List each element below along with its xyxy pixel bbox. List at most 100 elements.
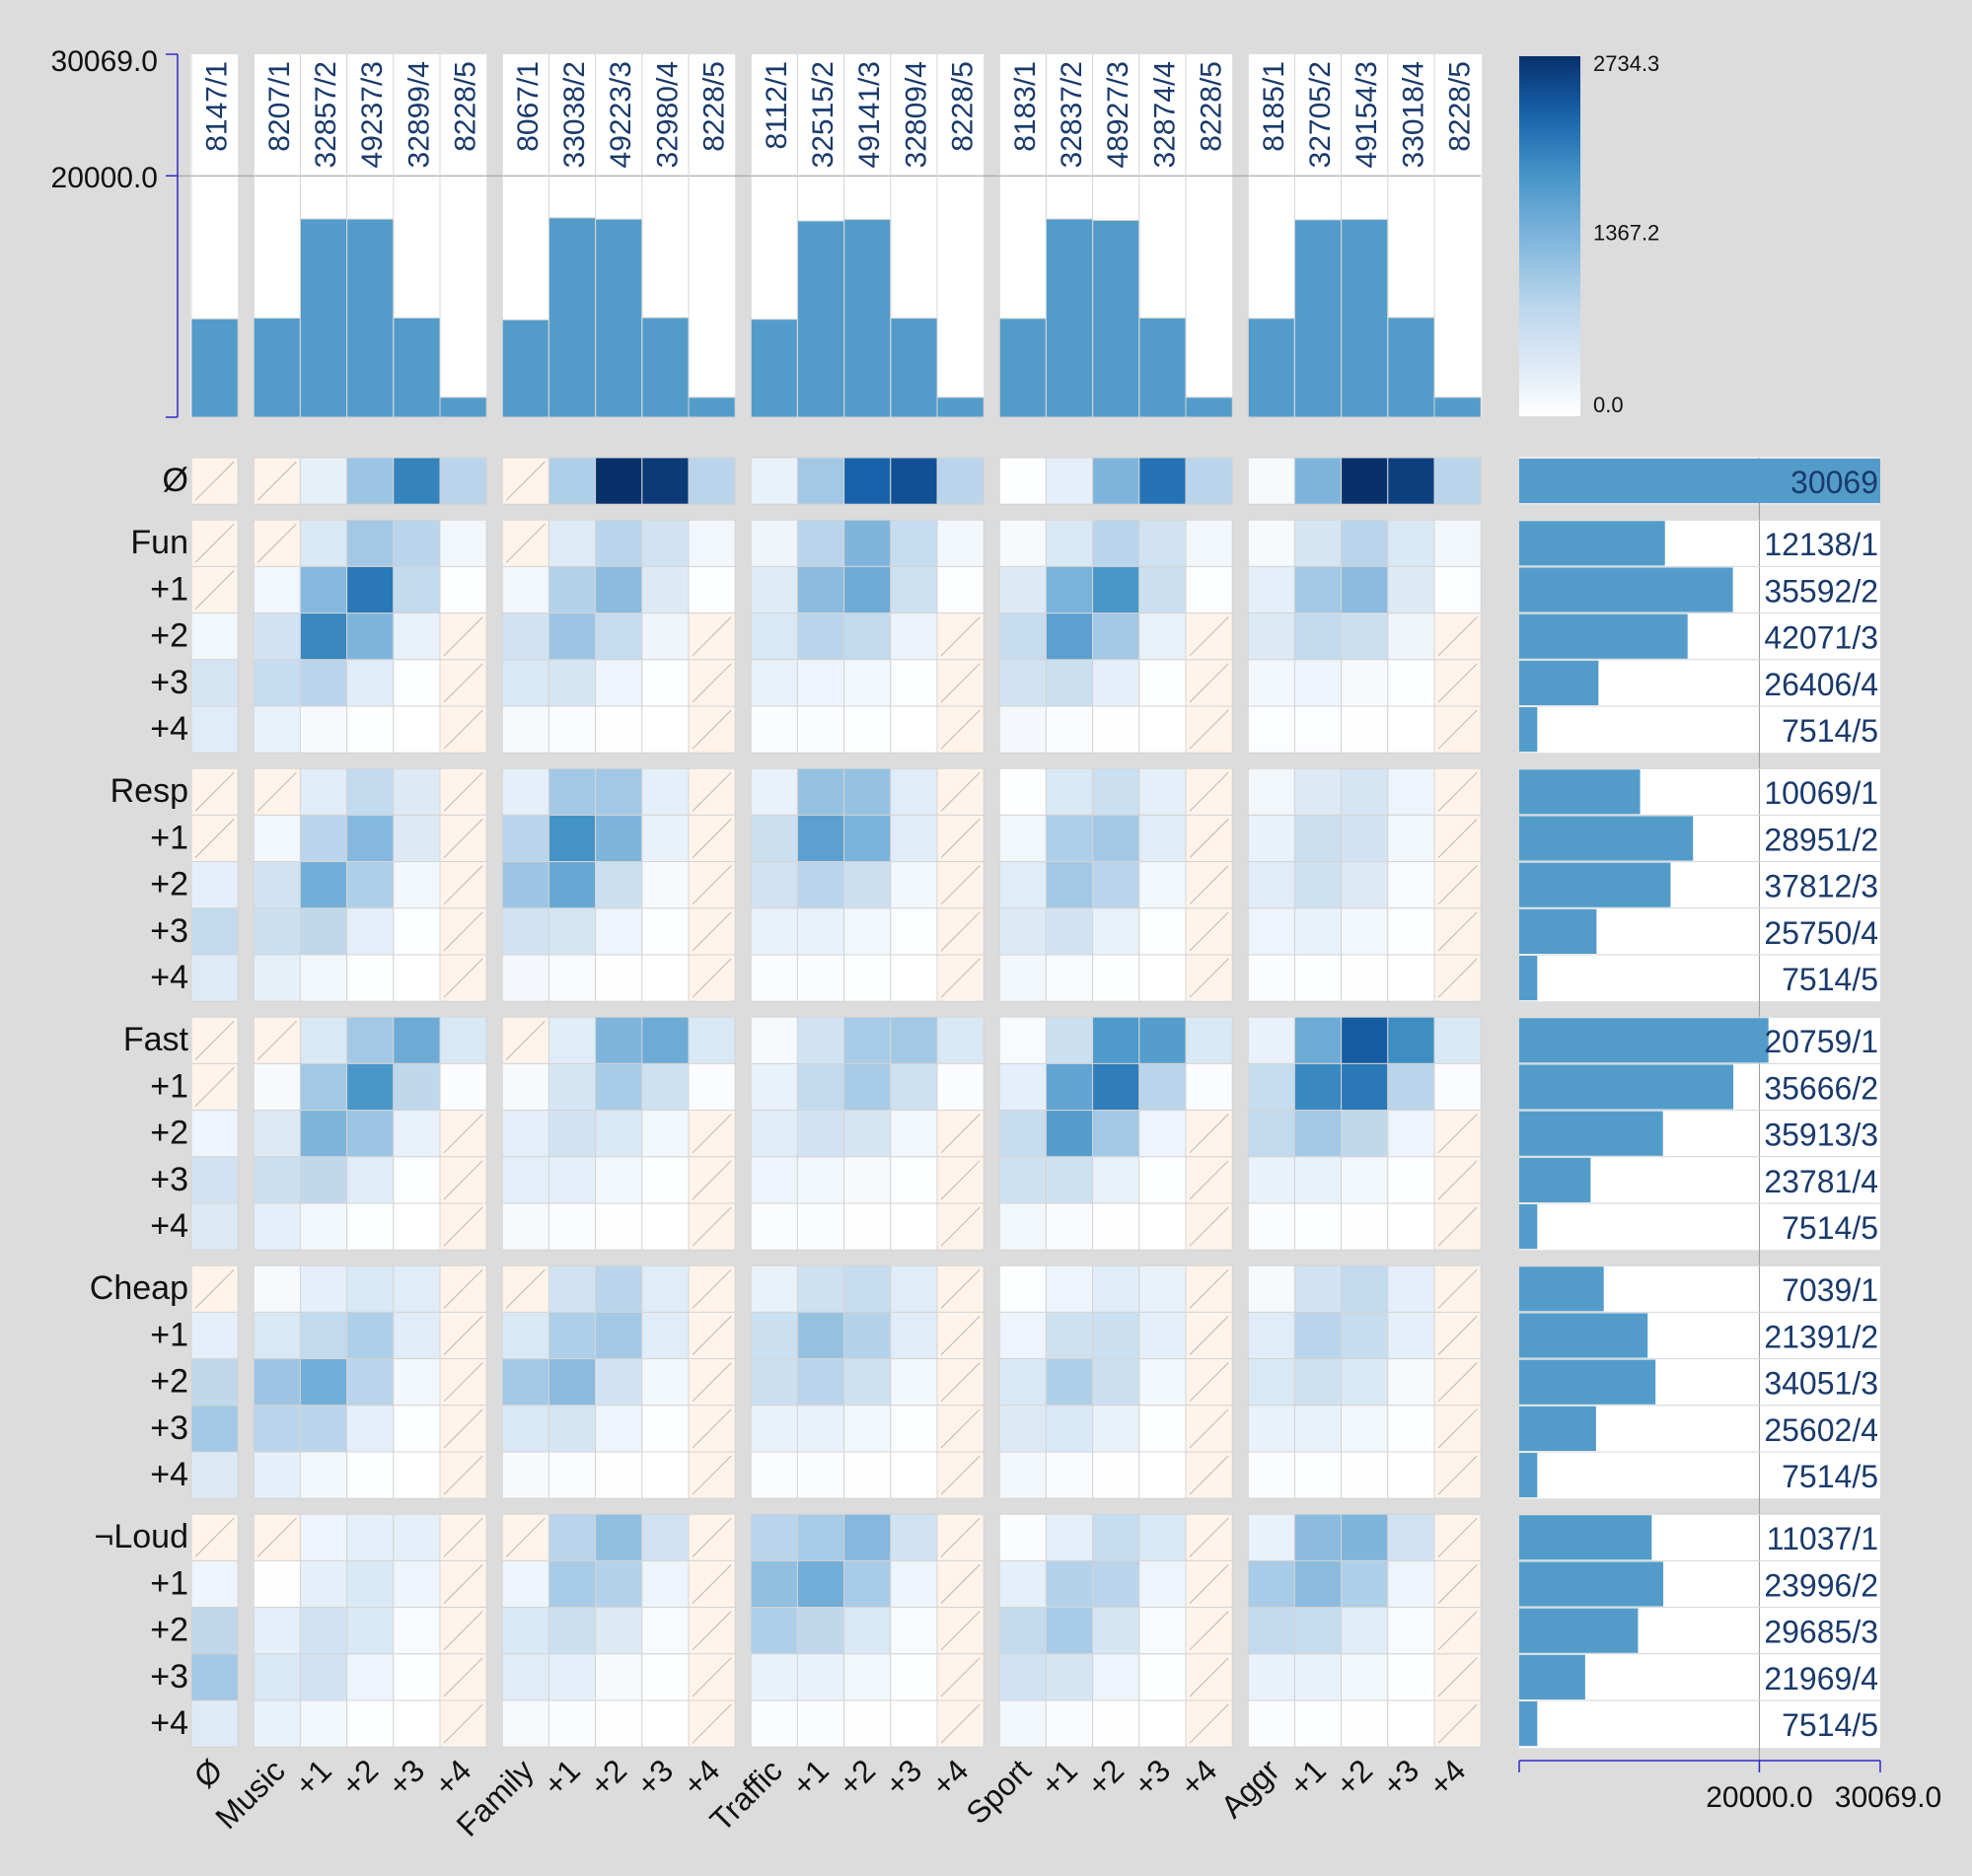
row-label: +2 [150,1115,188,1152]
heatmap-cell [641,954,690,1002]
heatmap-cell [595,613,643,661]
heatmap-cell [393,1559,441,1609]
heatmap-cell [998,767,1047,816]
heatmap-cell [346,1156,395,1204]
heatmap-cell [393,1358,441,1407]
heatmap-cell [439,1062,487,1112]
heatmap-cell [346,1559,395,1609]
empty-cell-slash [443,771,483,812]
heatmap-cell [439,457,487,505]
heatmap-cell [1247,1513,1295,1561]
heatmap-cell [1045,1202,1094,1251]
empty-cell-slash [1189,1160,1229,1200]
empty-cell-slash [692,1316,732,1355]
heatmap-cell [843,1699,892,1748]
heatmap-cell [796,659,845,707]
column-label: +3 [878,1753,928,1803]
heatmap-cell [890,457,938,505]
heatmap-cell [1293,1451,1343,1499]
heatmap-cell [1092,954,1140,1002]
heatmap-cell [299,659,348,707]
empty-cell-slash [256,461,297,501]
heatmap-cell [1138,861,1187,909]
heatmap-cell [796,1156,845,1204]
empty-cell-slash [692,709,732,750]
empty-cell-slash [443,663,483,703]
right-group-gap [1519,504,1880,521]
heatmap-cell [595,1559,643,1609]
heatmap-cell [1092,457,1140,505]
heatmap-cell [595,1110,643,1158]
heatmap-cell [1045,1699,1094,1748]
heatmap-cell [190,1699,239,1748]
heatmap-cell [1092,1202,1140,1251]
heatmap-cell [1433,1062,1482,1112]
heatmap-cell [1138,1559,1187,1609]
heatmap-cell [1045,1653,1094,1701]
heatmap-cell [393,767,441,816]
heatmap-cell [998,1607,1047,1655]
heatmap-cell [1293,1653,1343,1701]
empty-cell-slash [692,819,732,858]
heatmap-cell [998,659,1047,707]
heatmap-cell [1045,1513,1094,1561]
heatmap-cell [890,705,938,754]
heatmap-cell [1092,1405,1140,1453]
heatmap-cell [890,1405,938,1453]
heatmap-cell [1387,1264,1435,1313]
empty-cell-slash [940,1657,981,1697]
heatmap-cell [1092,1607,1140,1655]
column-count-label: 32857/2 [310,61,342,168]
heatmap-cell [998,1311,1047,1360]
empty-cell-slash [443,1657,483,1697]
heatmap-cell [1387,1653,1435,1701]
heatmap-cell [750,954,798,1002]
heatmap-cell [1138,814,1187,863]
heatmap-cell [393,1156,441,1204]
empty-cell-slash [1189,1206,1229,1247]
heatmap-cell [346,1264,395,1313]
heatmap-cell [1341,705,1389,754]
heatmap-cell [393,565,441,614]
heatmap-cell [548,861,597,909]
row-label: +1 [150,1316,188,1353]
row-label: +2 [150,866,188,903]
empty-cell-slash [940,1316,981,1355]
empty-cell-slash [692,1657,732,1697]
heatmap-cell [253,705,301,754]
heatmap-cell [1185,457,1233,505]
heatmap-cell [1341,659,1389,707]
heatmap-cell [1092,519,1140,567]
heatmap-cell [190,1405,239,1453]
heatmap-cell [1387,1311,1435,1360]
column-count-label: 8228/5 [947,61,980,152]
heatmap-cell [595,954,643,1002]
heatmap-cell [299,861,348,909]
column-bar [548,217,597,418]
heatmap-cell [501,1156,549,1204]
heatmap-cell [1045,1156,1094,1204]
heatmap-cell [641,861,690,909]
row-count-label: 7039/1 [1782,1272,1878,1308]
heatmap-cell [890,1699,938,1748]
heatmap-cell [501,705,549,754]
heatmap-cell [843,519,892,567]
heatmap-cell [393,705,441,754]
heatmap-cell [1092,907,1140,956]
row-count-label: 7514/5 [1782,1459,1878,1494]
heatmap-cell [1341,861,1389,909]
heatmap-cell [501,767,549,816]
heatmap-cell [1341,613,1389,661]
heatmap-cell [253,1358,301,1407]
heatmap-cell [595,1653,643,1701]
heatmap-cell [1293,659,1343,707]
colorbar-tick-label: 1367.2 [1593,221,1659,246]
heatmap-cell [843,457,892,505]
heatmap-cell [393,1110,441,1158]
row-count-label: 7514/5 [1782,713,1878,749]
column-label: +4 [1422,1753,1472,1803]
heatmap-cell [253,814,301,863]
column-count-label: 8228/5 [1196,61,1228,152]
row-bar [1519,816,1694,861]
column-count-label: 32837/2 [1056,61,1088,168]
